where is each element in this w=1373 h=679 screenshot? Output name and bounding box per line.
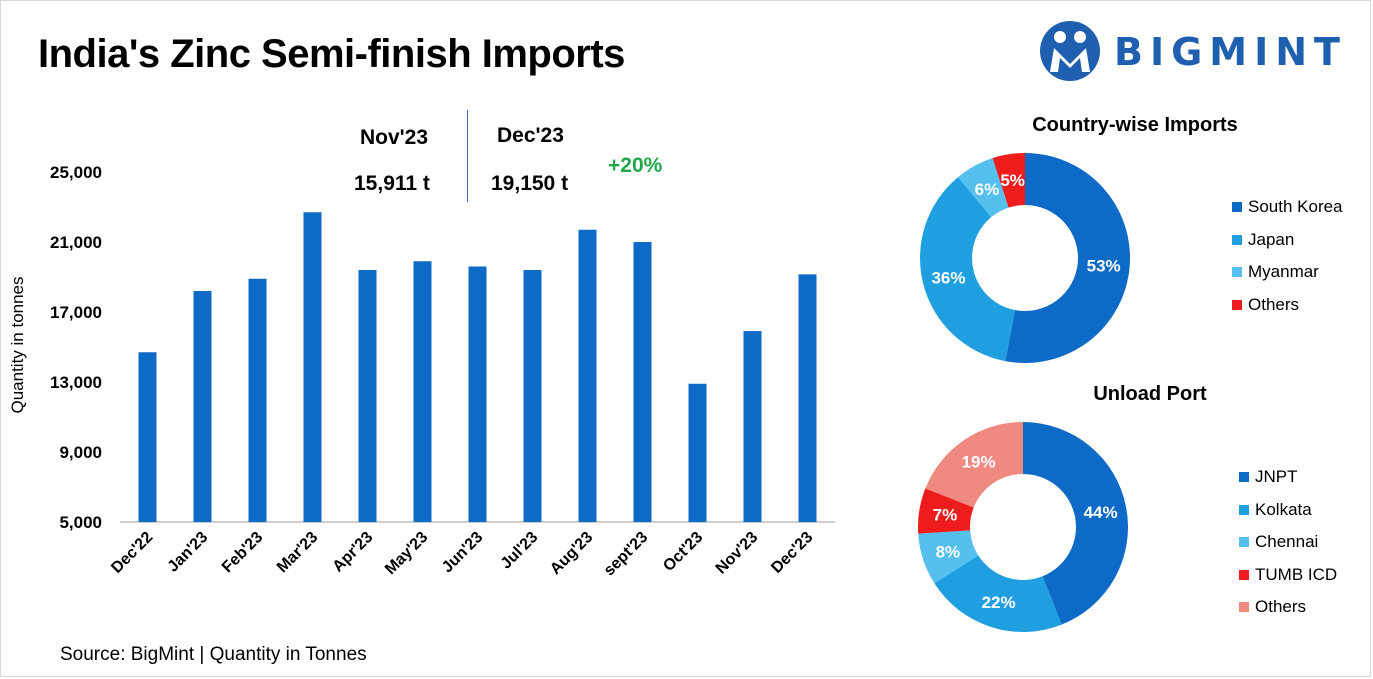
slice-label: 36% xyxy=(931,269,965,288)
legend-item: Myanmar xyxy=(1232,256,1343,289)
donut-country-title: Country-wise Imports xyxy=(1032,114,1238,136)
y-tick-label: 9,000 xyxy=(59,443,102,462)
x-tick-label: sept'23 xyxy=(601,529,652,580)
legend-swatch xyxy=(1239,537,1249,548)
x-tick-label: Apr'23 xyxy=(330,529,377,576)
donut-port: 44% 22% 8% 7% 19% xyxy=(918,422,1128,632)
donut-slice xyxy=(918,530,979,584)
x-tick-label: Aug'23 xyxy=(547,529,596,578)
legend-item: TUMB ICD xyxy=(1239,559,1337,592)
donut-slice xyxy=(1023,422,1128,625)
kpi-curr-label: Dec'23 xyxy=(497,124,564,147)
legend-swatch xyxy=(1239,504,1249,515)
bar xyxy=(578,229,597,522)
x-tick-label: Mar'23 xyxy=(274,529,321,576)
legend-label: South Korea xyxy=(1248,197,1343,217)
kpi-change: +20% xyxy=(608,154,663,177)
legend-item: South Korea xyxy=(1232,191,1343,224)
y-tick-label: 13,000 xyxy=(50,373,102,392)
source-note: Source: BigMint | Quantity in Tonnes xyxy=(60,644,367,665)
legend-item: Chennai xyxy=(1239,526,1337,559)
donut-slice xyxy=(992,153,1025,208)
donut-country: 53% 36% 6% 5% xyxy=(919,153,1130,363)
bar-chart: 5,000 9,000 13,000 17,000 21,000 25,000 Dec'22… xyxy=(50,163,835,580)
legend-item: Others xyxy=(1232,289,1343,322)
legend-label: JNPT xyxy=(1255,467,1298,487)
legend-label: Others xyxy=(1255,597,1307,617)
slice-label: 19% xyxy=(962,453,996,472)
legend-label: Myanmar xyxy=(1248,262,1319,282)
legend-swatch xyxy=(1232,299,1242,310)
x-tick-label: Feb'23 xyxy=(219,529,266,576)
bar xyxy=(138,352,157,522)
slice-label: 53% xyxy=(1087,256,1121,275)
kpi-prev-value: 15,911 t xyxy=(354,172,430,195)
legend-label: Chennai xyxy=(1255,532,1319,552)
bar xyxy=(358,270,377,522)
legend-port: JNPT Kolkata Chennai TUMB ICD Others xyxy=(1239,461,1337,624)
kpi-curr-value: 19,150 t xyxy=(491,172,569,195)
slice-label: 5% xyxy=(1000,171,1025,190)
legend-swatch xyxy=(1239,569,1249,580)
bar xyxy=(523,270,542,522)
bar xyxy=(193,291,212,522)
page-title: India's Zinc Semi-finish Imports xyxy=(38,32,625,76)
donut-port-title: Unload Port xyxy=(1093,383,1207,405)
slice-label: 22% xyxy=(982,593,1016,612)
legend-country: South Korea Japan Myanmar Others xyxy=(1232,191,1343,321)
x-tick-label: May'23 xyxy=(382,529,431,578)
donut-slice xyxy=(925,422,1023,508)
legend-label: TUMB ICD xyxy=(1255,564,1338,584)
donut-slice xyxy=(919,177,1016,362)
donut-slice xyxy=(934,555,1062,632)
x-tick-label: Jul'23 xyxy=(498,529,542,573)
bar xyxy=(468,266,487,522)
x-tick-label: Jan'23 xyxy=(165,529,212,576)
legend-item: JNPT xyxy=(1239,461,1337,494)
donut-slice xyxy=(1005,153,1130,363)
bar xyxy=(798,274,817,522)
bar xyxy=(413,261,432,522)
legend-swatch xyxy=(1239,602,1249,613)
legend-swatch xyxy=(1239,472,1249,483)
x-tick-label: Dec'22 xyxy=(108,529,156,577)
kpi-prev-label: Nov'23 xyxy=(360,126,429,149)
legend-label: Japan xyxy=(1248,229,1295,249)
kpi-divider xyxy=(467,110,468,202)
legend-swatch xyxy=(1232,234,1242,245)
bar xyxy=(248,278,267,522)
legend-label: Kolkata xyxy=(1255,499,1312,519)
y-tick-label: 5,000 xyxy=(59,513,102,532)
x-tick-label: Jun'23 xyxy=(439,529,486,576)
y-tick-label: 21,000 xyxy=(50,233,102,252)
y-tick-label: 25,000 xyxy=(50,163,102,182)
bar xyxy=(633,242,652,522)
bar xyxy=(688,383,707,522)
bar xyxy=(743,331,762,522)
legend-item: Kolkata xyxy=(1239,494,1337,527)
slice-label: 7% xyxy=(933,506,958,525)
brand-name: BIGMINT xyxy=(1114,30,1347,74)
slice-label: 8% xyxy=(936,542,961,561)
y-tick-label: 17,000 xyxy=(50,303,102,322)
donut-slice xyxy=(918,488,974,534)
x-tick-label: Nov'23 xyxy=(713,529,762,578)
legend-label: Others xyxy=(1248,294,1300,314)
donut-slice xyxy=(958,158,1009,218)
bar xyxy=(303,212,322,522)
x-tick-label: Dec'23 xyxy=(768,529,816,577)
legend-item: Others xyxy=(1239,591,1337,624)
x-tick-label: Oct'23 xyxy=(660,529,706,575)
slice-label: 6% xyxy=(975,180,1000,199)
legend-swatch xyxy=(1232,202,1242,213)
legend-item: Japan xyxy=(1232,224,1343,257)
bigmint-logo xyxy=(1040,21,1100,81)
legend-swatch xyxy=(1232,267,1242,278)
slice-label: 44% xyxy=(1084,503,1118,522)
